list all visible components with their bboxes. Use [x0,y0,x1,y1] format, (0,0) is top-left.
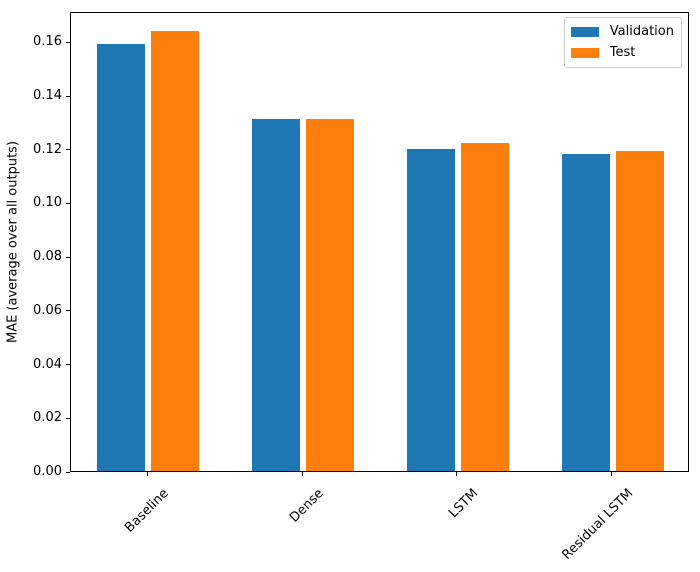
y-tick-label: 0.14 [33,88,62,104]
bar-validation-baseline [97,44,146,471]
y-tick-label: 0.10 [33,195,62,211]
x-tick-label-residual-lstm: Residual LSTM [559,486,637,563]
plot-area: Validation Test [70,12,689,472]
y-tick-mark [66,310,70,312]
bar-validation-lstm [406,148,455,471]
x-tick-mark [456,472,458,476]
bar-test-residual-lstm [615,151,664,471]
y-tick-label: 0.16 [33,34,62,50]
y-tick-label: 0.00 [33,464,62,479]
y-tick-label: 0.08 [33,249,62,265]
y-tick-mark [66,95,70,97]
y-tick-label: 0.04 [33,356,62,372]
y-tick-mark [66,364,70,366]
bar-test-dense [306,119,355,471]
y-tick-label: 0.12 [33,141,62,157]
bar-test-baseline [151,30,200,471]
legend-entry-test: Test [570,44,674,62]
x-tick-label-baseline: Baseline [122,486,172,536]
y-axis-label: MAE (average over all outputs) [5,140,21,344]
y-tick-label: 0.02 [33,410,62,426]
legend-swatch-validation [570,27,599,37]
x-tick-label-lstm: LSTM [446,486,482,522]
bar-validation-residual-lstm [561,154,610,471]
x-tick-mark [146,472,148,476]
legend-entry-validation: Validation [570,23,674,41]
y-tick-label: 0.06 [33,302,62,318]
bar-validation-dense [252,119,301,471]
legend-label-test: Test [609,45,636,60]
x-tick-mark [611,472,613,476]
legend: Validation Test [563,17,682,68]
y-tick-mark [66,417,70,419]
y-tick-mark [66,256,70,258]
x-tick-label-dense: Dense [287,486,327,526]
y-tick-mark [66,471,70,473]
y-tick-mark [66,202,70,204]
bar-test-lstm [460,143,509,471]
y-tick-mark [66,41,70,43]
x-tick-mark [301,472,303,476]
legend-label-validation: Validation [609,24,674,39]
y-tick-mark [66,149,70,151]
legend-swatch-test [570,48,599,58]
